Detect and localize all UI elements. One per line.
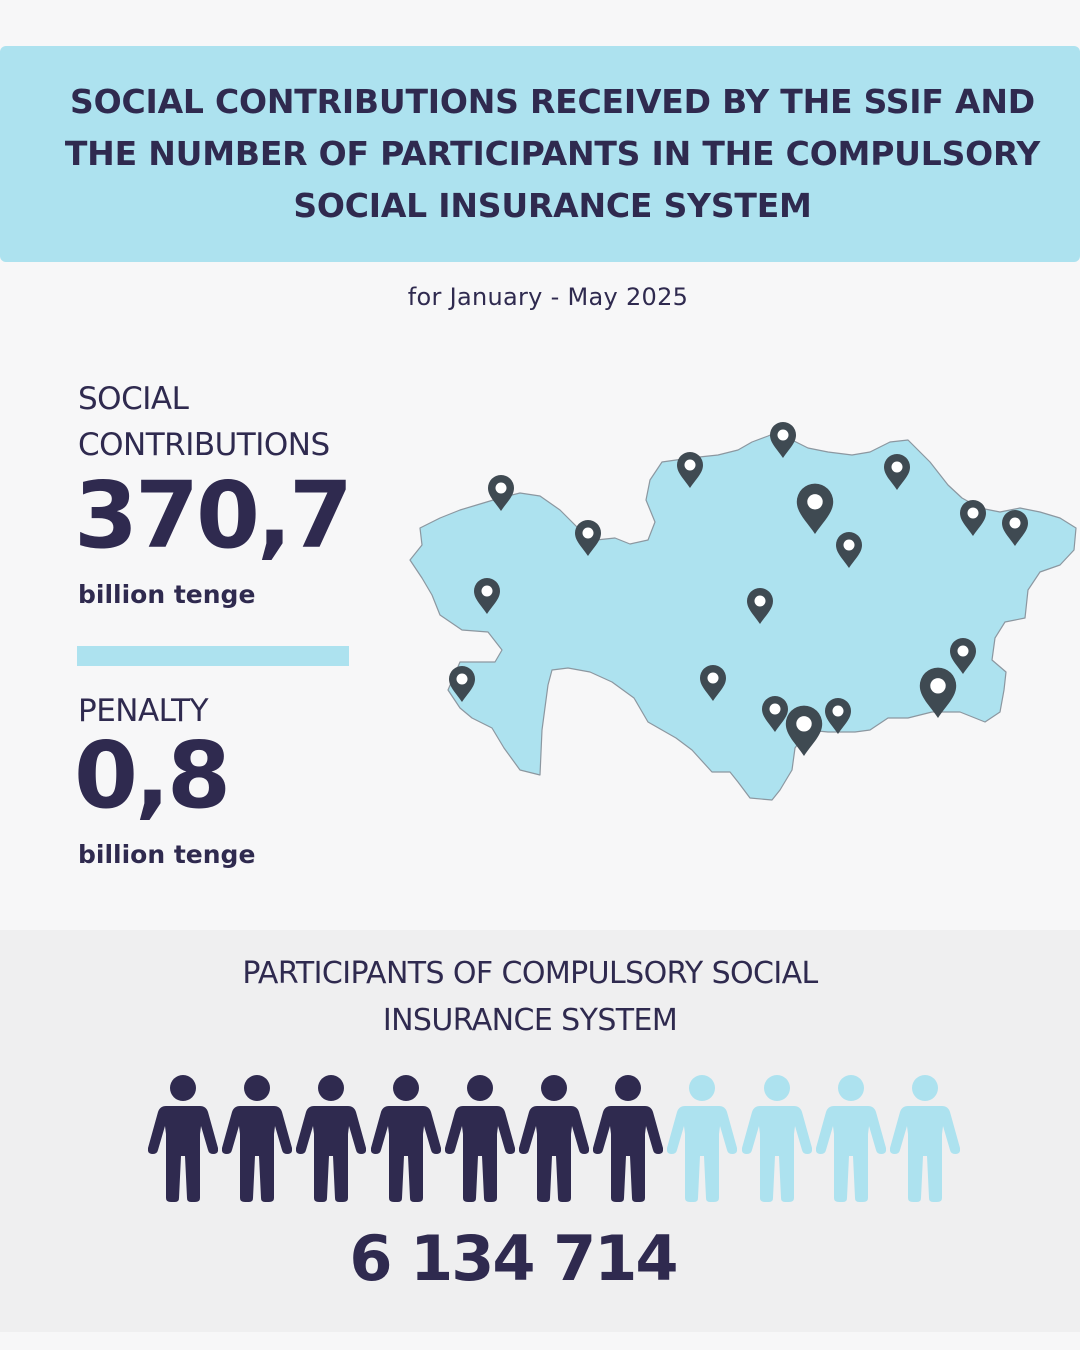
- map-pin-icon: [796, 483, 834, 534]
- contributions-value: 370,7: [74, 462, 353, 569]
- kazakhstan-map-icon: [400, 400, 1080, 820]
- person-icon: [370, 1074, 441, 1202]
- person-icon: [222, 1074, 293, 1202]
- contributions-unit: billion tenge: [78, 580, 256, 609]
- participants-count: 6 134 714: [349, 1222, 678, 1295]
- header-band: [0, 46, 1080, 262]
- map-pin-icon: [1002, 510, 1028, 546]
- person-icon: [593, 1074, 664, 1202]
- person-icon: [518, 1074, 590, 1202]
- map-pin-icon: [677, 452, 703, 488]
- map-pin-icon: [575, 520, 601, 556]
- person-icon: [741, 1074, 812, 1202]
- map-pin-icon: [770, 422, 796, 458]
- contributions-label-line2: CONTRIBUTIONS: [78, 427, 330, 463]
- penalty-unit: billion tenge: [78, 840, 256, 869]
- map-pin-icon: [762, 696, 788, 732]
- map-pin-icon: [488, 475, 514, 511]
- penalty-value: 0,8: [74, 722, 231, 829]
- person-icon: [444, 1074, 515, 1202]
- map-pin-icon: [950, 638, 976, 674]
- map-pin-icon: [919, 667, 957, 718]
- participants-title-line1: PARTICIPANTS OF COMPULSORY SOCIAL: [242, 956, 818, 991]
- map-pin-icon: [884, 454, 910, 490]
- people-icon-row: [147, 1074, 968, 1202]
- period-subtitle: for January - May 2025: [407, 283, 689, 311]
- map-pin-icon: [825, 698, 851, 734]
- map-pin-icon: [836, 532, 862, 568]
- person-icon: [296, 1074, 367, 1202]
- map-pin-icon: [700, 665, 726, 701]
- contributions-label-line1: SOCIAL: [78, 381, 189, 417]
- person-icon: [889, 1074, 961, 1202]
- map-pin-icon: [785, 705, 823, 756]
- person-icon: [815, 1074, 886, 1202]
- person-icon: [667, 1074, 738, 1202]
- penalty-label: PENALTY: [78, 693, 209, 729]
- map-pin-icon: [747, 588, 773, 624]
- map-pin-icon: [449, 666, 475, 702]
- page-title: SOCIAL CONTRIBUTIONS RECEIVED BY THE SSI…: [64, 82, 1041, 225]
- participants-title-line2: INSURANCE SYSTEM: [382, 1003, 678, 1038]
- map-pin-icon: [960, 500, 986, 536]
- divider-bar: [77, 646, 349, 666]
- participants-title: PARTICIPANTS OF COMPULSORY SOCIAL INSURA…: [0, 950, 1060, 1044]
- map-pin-icon: [474, 578, 500, 614]
- kazakhstan-map-shape: [409, 429, 1077, 801]
- person-icon: [147, 1074, 219, 1202]
